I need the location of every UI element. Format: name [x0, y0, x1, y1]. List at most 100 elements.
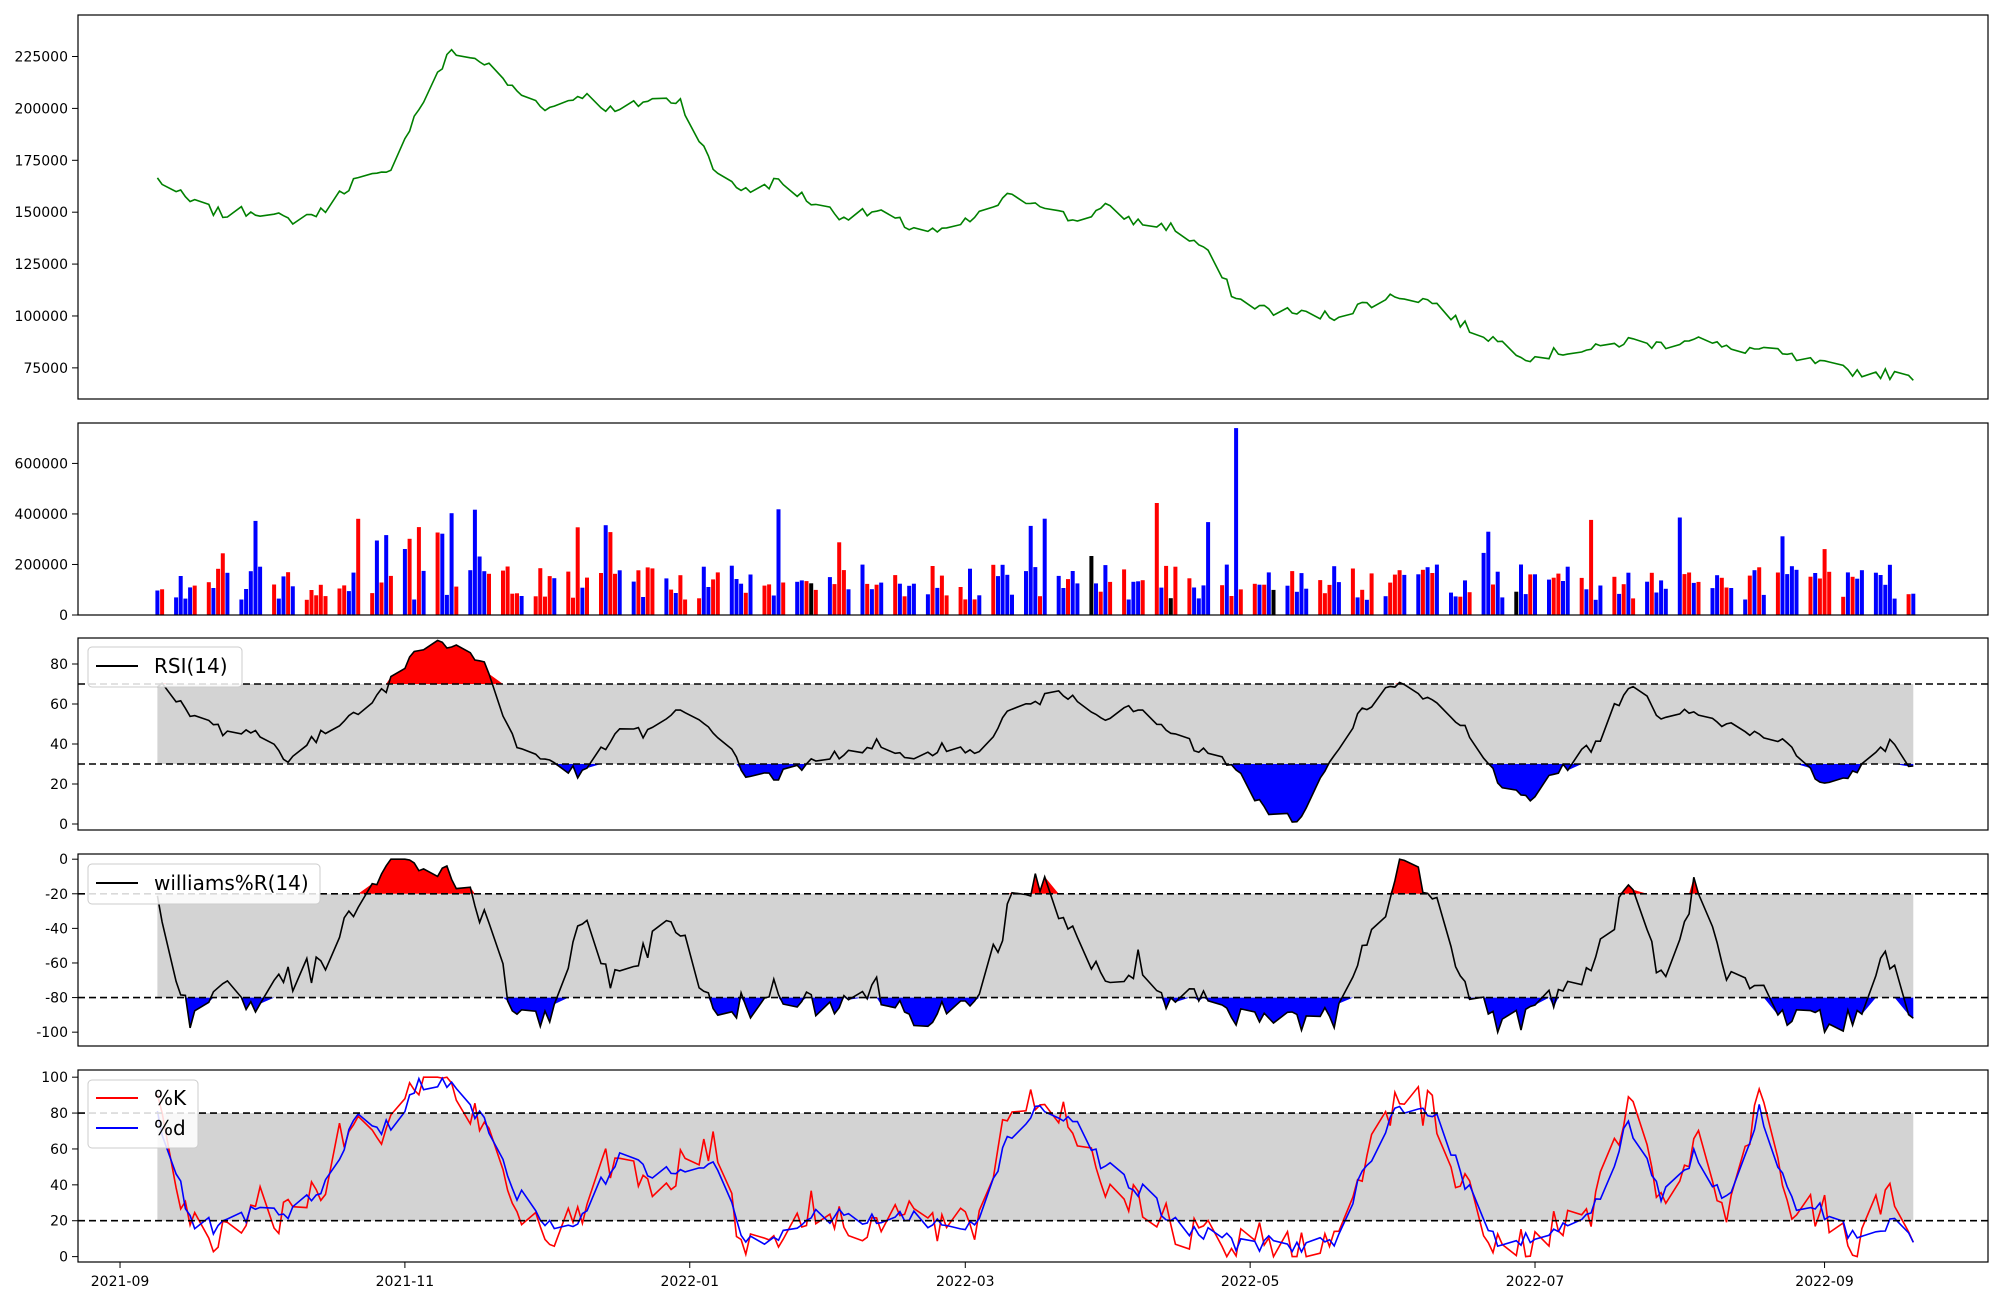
volume-bar [972, 599, 977, 615]
x-tick-label-3: 2022-03 [936, 1274, 995, 1290]
stochastic-k-line [156, 1076, 1915, 1259]
volume-bar [1187, 578, 1192, 615]
volume-bar [1126, 599, 1131, 615]
volume-bar [192, 585, 197, 615]
volume-bar [1168, 598, 1173, 615]
volume-bar [220, 553, 225, 615]
volume-bar [991, 564, 996, 615]
volume-bar [1621, 584, 1626, 615]
volume-bar [664, 578, 669, 615]
volume-bar [178, 576, 183, 615]
volume-bar [1364, 599, 1369, 615]
stochastic-ytick-label-3: 60 [50, 1142, 68, 1158]
volume-bar [342, 585, 347, 615]
volume-bar [1206, 522, 1211, 615]
volume-bar [449, 513, 454, 615]
volume-bar [743, 592, 748, 615]
volume-bar [416, 527, 421, 615]
volume-bar [1691, 582, 1696, 615]
volume-bar [538, 568, 543, 615]
volume-bar [1033, 567, 1038, 615]
volume-panel-frame [77, 422, 1989, 616]
rsi-ytick-label-4: 80 [50, 657, 68, 673]
volume-bar [1757, 567, 1762, 615]
volume-bar [673, 593, 678, 615]
volume-bar [1285, 585, 1290, 615]
volume-bar [874, 584, 879, 615]
volume-bar [281, 576, 286, 615]
volume-bar [669, 589, 674, 615]
volume-bar [739, 583, 744, 615]
volume-bar [533, 596, 538, 615]
volume-bar [519, 596, 524, 615]
volume-bar [1458, 596, 1463, 615]
volume-bar [1332, 566, 1337, 615]
volume-bar [1140, 580, 1145, 615]
x-tick-label-1: 2021-11 [376, 1274, 435, 1290]
volume-bar [1855, 578, 1860, 615]
volume-bar [1262, 584, 1267, 615]
x-tick-label-6: 2022-09 [1795, 1274, 1854, 1290]
volume-bar [1663, 588, 1668, 615]
volume-bar [1719, 577, 1724, 615]
williams-ytick-label-1: -80 [45, 991, 68, 1007]
volume-bar [1000, 564, 1005, 615]
volume-bar [1061, 588, 1066, 615]
volume-bar [631, 581, 636, 615]
rsi-band [157, 684, 1914, 764]
volume-bar [1724, 587, 1729, 615]
volume-bar [1318, 580, 1323, 615]
volume-bar [1775, 572, 1780, 615]
volume-bar [510, 593, 515, 615]
volume-bar [734, 579, 739, 615]
volume-bar [617, 570, 622, 615]
volume-bar [1500, 597, 1505, 615]
rsi-legend-label: RSI(14) [154, 654, 228, 678]
volume-bar [911, 583, 916, 615]
williams-ytick-label-3: -40 [45, 921, 68, 937]
volume-bar [1416, 574, 1421, 615]
price-ytick-label-4: 175000 [15, 153, 68, 169]
volume-bar [1696, 581, 1701, 615]
volume-bar [809, 583, 814, 615]
volume-bar [1850, 576, 1855, 615]
volume-bar [1519, 564, 1523, 615]
volume-bar [1066, 579, 1070, 615]
volume-ytick-label-0: 0 [59, 608, 68, 624]
volume-bar [258, 566, 263, 615]
volume-bar [575, 527, 580, 615]
price-ytick-label-6: 225000 [15, 50, 68, 66]
williams-band [157, 893, 1914, 998]
volume-bar [1883, 584, 1888, 615]
volume-bar [860, 564, 865, 615]
price-ytick-label-2: 125000 [15, 257, 68, 273]
volume-bar [902, 596, 907, 615]
volume-bar [729, 565, 734, 615]
price-line [156, 48, 1914, 382]
volume-bar [1234, 428, 1239, 615]
volume-bar [939, 575, 944, 615]
volume-bar [893, 575, 898, 615]
x-tick-label-4: 2022-05 [1221, 1274, 1280, 1290]
volume-bar [253, 520, 258, 615]
volume-bar [1220, 585, 1225, 615]
volume-bar [1336, 582, 1341, 615]
volume-bar [1392, 574, 1397, 615]
rsi-ytick-label-3: 60 [50, 697, 68, 713]
volume-bar [174, 597, 179, 615]
volume-bar [1369, 573, 1374, 615]
williams-legend: williams%R(14) [87, 863, 321, 905]
volume-bar [309, 590, 314, 615]
volume-bar [907, 585, 912, 615]
volume-bar [930, 566, 935, 615]
volume-bar [1911, 593, 1916, 615]
volume-bar [1229, 596, 1234, 615]
volume-bar [1402, 574, 1407, 615]
volume-bar [421, 570, 426, 615]
volume-bar [1159, 587, 1164, 615]
volume-bar [683, 599, 688, 615]
volume-bar [1070, 571, 1075, 615]
stochastic-legend: %K %d [87, 1079, 199, 1149]
rsi-line [156, 639, 1914, 823]
stochastic-ytick-label-0: 0 [59, 1250, 68, 1266]
